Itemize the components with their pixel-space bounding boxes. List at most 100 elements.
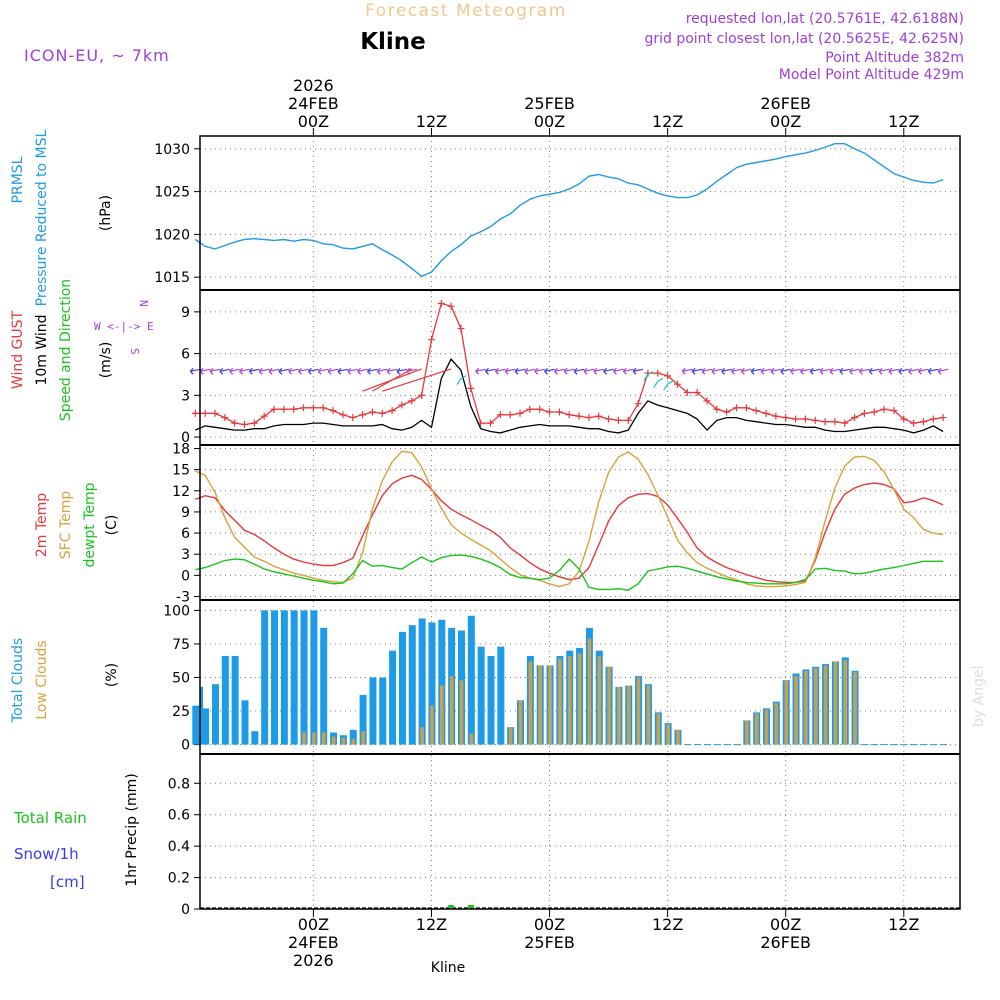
low-cloud-bar (302, 732, 306, 745)
temp-line-2 (195, 554, 944, 591)
low-cloud-bar (843, 660, 848, 745)
low-cloud-bar (646, 685, 651, 745)
wind-direction-arrow (740, 367, 752, 375)
gust-marker (880, 405, 888, 413)
total-cloud-bar (497, 646, 505, 745)
credit-watermark: by Angel (971, 666, 987, 727)
wind-ytick-label: 3 (181, 388, 190, 404)
gust-marker (683, 389, 691, 397)
bottom-axis-label: 25FEB (524, 933, 575, 952)
low-cloud-bar (597, 656, 602, 745)
gust-marker (368, 408, 376, 416)
total-cloud-bar (418, 618, 426, 745)
total-cloud-bar (241, 700, 249, 745)
wind-direction-arrow (653, 377, 664, 388)
gust-marker (595, 412, 603, 420)
gust-marker (201, 409, 209, 417)
gust-marker (487, 419, 494, 427)
gust-marker (398, 401, 406, 409)
gust-marker (427, 336, 435, 344)
wind-direction-arrow (209, 367, 221, 375)
total-cloud-bar (251, 731, 259, 745)
temperature-ytick-label: 15 (172, 463, 190, 479)
total-cloud-bar (320, 627, 328, 745)
gust-marker (437, 300, 445, 308)
wind-label-1: 10m Wind (34, 314, 50, 385)
total-cloud-bar (192, 705, 200, 745)
wind-direction-arrow (790, 367, 801, 375)
wind-direction-arrow (317, 367, 329, 375)
pressure-ytick-label: 1020 (154, 227, 190, 243)
precip-legend-0: Total Rain (13, 809, 87, 827)
pressure-line (194, 142, 944, 278)
low-cloud-bar (804, 670, 808, 745)
temp-line-1 (195, 450, 944, 588)
temperature-ytick-label: 9 (181, 505, 190, 521)
top-axis-label: 00Z (534, 112, 565, 131)
temp-line-0 (195, 474, 944, 584)
temperature-ytick-label: 3 (181, 547, 190, 563)
wind-direction-arrow (347, 367, 358, 375)
wind-direction-arrow (770, 367, 781, 375)
cloud-label-1: Low Clouds (34, 640, 50, 719)
temp-label-2: dewpt Temp (82, 482, 98, 567)
low-cloud-bar (321, 732, 326, 745)
low-cloud-bar (656, 713, 661, 745)
gust-marker (319, 404, 327, 412)
wind-direction-arrow (534, 367, 545, 375)
low-cloud-bar (440, 685, 444, 745)
total-cloud-bar (438, 619, 446, 745)
gust-marker (418, 391, 426, 399)
gust-marker (329, 407, 337, 415)
temperature-panel: -3 0 3 6 9 12 15 18 2m Temp SFC Temp dewpt Temp (C) (34, 442, 960, 605)
temperature-ytick-label: -3 (176, 589, 190, 605)
wind-direction-arrow (553, 367, 565, 375)
precip-ytick-label: 0 (181, 902, 190, 918)
low-cloud-bar (745, 720, 749, 745)
gust-marker (821, 418, 829, 426)
gust-marker (752, 407, 760, 415)
gust-marker (231, 419, 239, 427)
clouds-ytick-label: 100 (163, 603, 190, 619)
low-cloud-bar (430, 705, 434, 745)
gust-marker (496, 411, 504, 419)
low-cloud-bar (331, 736, 336, 745)
wind-ytick-label: 9 (181, 305, 190, 321)
total-cloud-bar (379, 677, 387, 745)
gust-marker (605, 415, 613, 423)
gust-marker (870, 408, 878, 416)
total-cloud-bar (261, 610, 269, 745)
gust-marker (792, 415, 800, 423)
low-cloud-bar (823, 665, 828, 745)
wind-direction-arrow (927, 367, 939, 375)
wind-direction-arrow (780, 367, 791, 375)
temperature-ytick-label: 18 (172, 442, 190, 458)
wind-unit-label-0: (m/s) (98, 342, 114, 379)
low-cloud-bar (774, 703, 779, 745)
wind-direction-arrow (593, 367, 604, 375)
low-cloud-bar (666, 724, 670, 745)
wind-direction-arrow (258, 367, 270, 375)
wind-direction-arrow (563, 367, 575, 375)
gust-marker (457, 325, 465, 333)
requested-coords: requested lon,lat (20.5761E, 42.6188N) (686, 11, 964, 27)
low-cloud-bar (577, 653, 582, 745)
cloud-unit-label-0: (%) (104, 663, 120, 687)
bottom-axis-label: 2026 (293, 951, 334, 970)
gust-line (195, 302, 944, 426)
wind-direction-arrow (612, 367, 624, 375)
compass-s: S (128, 348, 141, 355)
pressure2-label-0: Pressure Reduced to MSL (34, 129, 50, 306)
total-cloud-bar (211, 684, 219, 745)
wind-direction-arrow (229, 367, 240, 375)
gust-marker (811, 416, 819, 424)
top-axis-label: 25FEB (524, 94, 575, 113)
top-axis-label: 12Z (888, 112, 919, 131)
gust-marker (270, 405, 278, 413)
gust-marker (536, 405, 544, 413)
wind-direction-arrow (298, 367, 309, 375)
wind-direction-arrow (307, 367, 319, 375)
low-cloud-bar (833, 661, 838, 745)
total-cloud-bar (221, 656, 229, 745)
